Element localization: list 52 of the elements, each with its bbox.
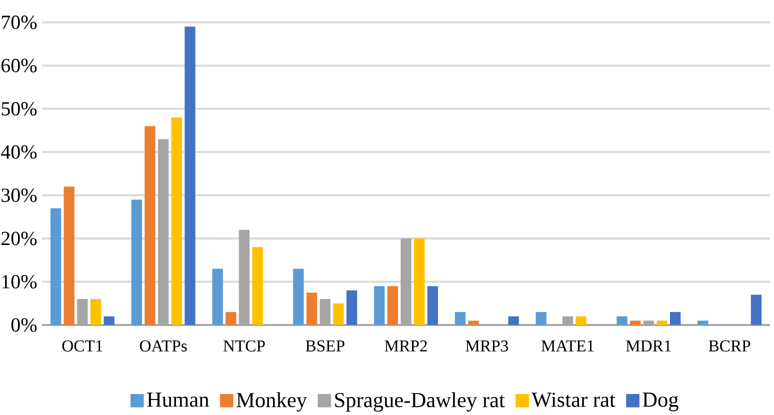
legend-label: Sprague-Dawley rat [335,392,505,412]
legend-label: Dog [642,392,678,412]
bar [144,126,156,326]
bar [454,312,466,326]
y-tick-label: 20% [2,232,37,246]
bar [212,268,223,326]
y-tick-label: 30% [2,188,37,202]
legend-label: Wistar rat [532,392,616,408]
bar [576,316,586,326]
legend-label: Monkey [236,392,307,412]
x-tick-label: MDR1 [626,340,671,352]
x-tick-label: BCRP [708,340,750,352]
bar [50,208,62,326]
bar [171,117,182,326]
bar [508,316,519,326]
bar [131,200,142,326]
x-tick-label: OCT1 [62,340,102,352]
y-tick-label: 70% [2,16,37,30]
bar [184,26,196,326]
x-tick-label: NTCP [223,340,265,352]
bar [468,320,479,326]
bar [387,286,398,326]
legend-label: Human [147,392,209,407]
bar [346,290,358,326]
x-tick-label: MRP3 [466,340,508,352]
bar [656,320,668,326]
x-tick-label: OATPs [140,340,187,352]
bar [306,292,318,326]
y-tick-label: 60% [1,58,37,72]
bar [616,316,628,326]
bar [252,247,263,326]
bar [536,312,546,326]
bar [670,312,681,326]
y-tick-label: 50% [2,102,37,116]
y-tick-label: 0% [11,318,37,332]
bar [630,320,641,326]
bar [750,294,762,326]
bar [333,303,344,326]
x-tick-label: MATE1 [541,340,594,352]
bar [698,320,708,326]
bar [226,312,236,326]
bar [104,316,114,326]
bar [427,286,438,326]
y-tick-label: 40% [1,145,37,159]
bar [64,186,74,326]
x-tick-label: BSEP [306,340,344,352]
y-tick-label: 10% [2,274,37,289]
bar [90,299,102,326]
bar [414,238,425,326]
x-tick-label: MRP2 [384,340,427,352]
bar [293,268,304,326]
bar [374,286,385,326]
